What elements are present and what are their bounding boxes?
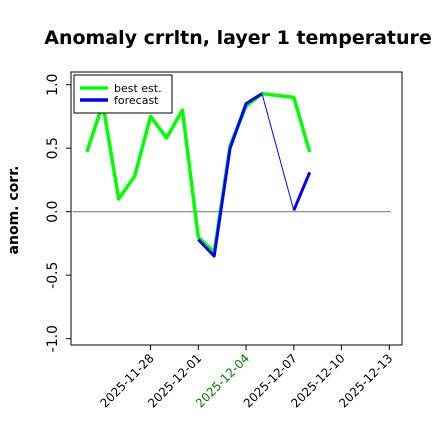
y-axis-label: anom. corr. (6, 166, 22, 255)
series-best-est-line-0 (85, 91, 312, 255)
chart-title: Anomaly crrltn, layer 1 temperature (44, 27, 432, 49)
series-forecast-line-1 (292, 171, 312, 211)
y-tick-label: 0.0 (45, 201, 61, 223)
y-tick-label: -1.0 (45, 325, 61, 352)
y-tick-label: 0.5 (45, 137, 61, 159)
legend-box (73, 74, 173, 114)
plot-frame (70, 71, 403, 346)
legend: best est.forecast (73, 74, 173, 114)
series-forecast-line-0 (197, 92, 263, 258)
y-tick-label: -0.5 (45, 262, 61, 289)
legend-label: forecast (114, 94, 159, 107)
y-tick-label: 1.0 (45, 74, 61, 96)
legend-label: best est. (114, 82, 162, 95)
series-forecast-connector-0 (261, 93, 295, 211)
